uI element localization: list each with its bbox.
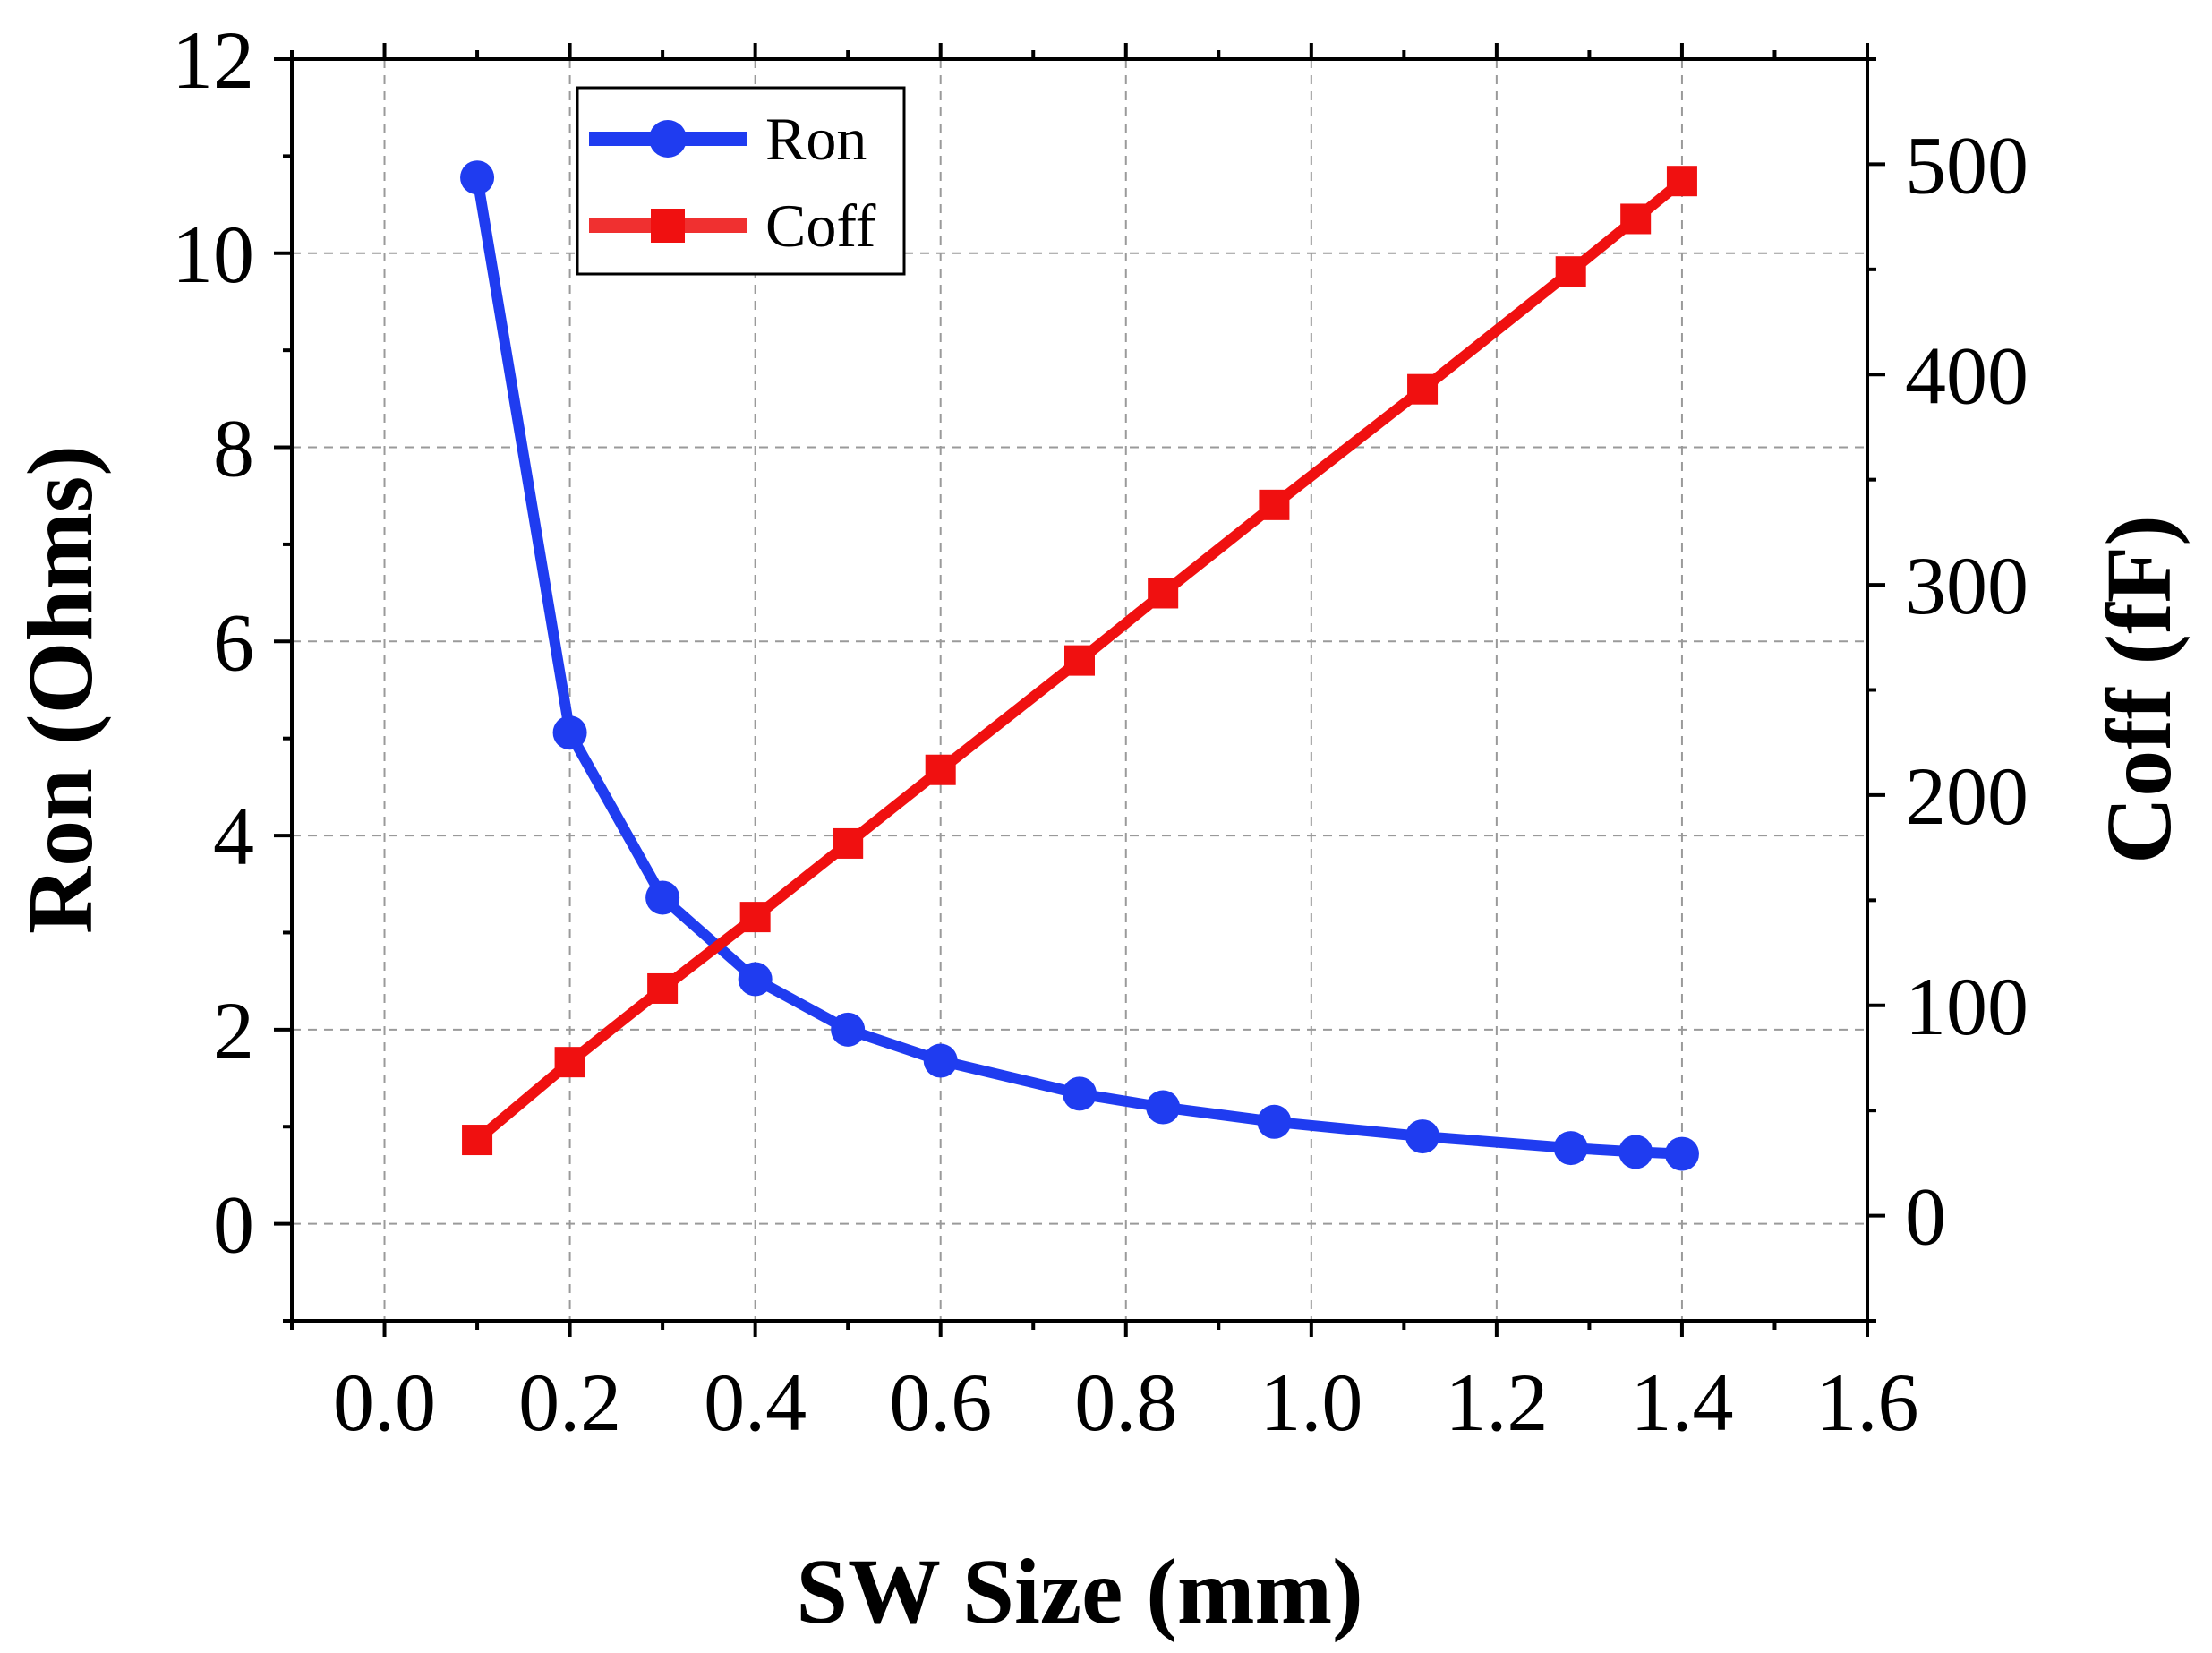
y2-tick-label: 200	[1905, 750, 2028, 842]
data-point-ron	[831, 1012, 866, 1047]
data-point-coff	[1148, 578, 1179, 609]
y-tick-label: 0	[213, 1179, 254, 1271]
legend-box	[576, 86, 906, 276]
data-point-ron	[1553, 1131, 1588, 1166]
data-point-coff	[554, 1047, 585, 1078]
x-tick-label: 1.2	[1445, 1357, 1548, 1448]
data-point-ron	[738, 962, 773, 997]
legend: Ron Coff	[576, 86, 906, 276]
x-tick-label: 0.4	[704, 1357, 807, 1448]
y2-tick-label: 100	[1905, 961, 2028, 1052]
data-point-ron	[1405, 1119, 1440, 1154]
x-tick-label: 1.6	[1816, 1357, 1919, 1448]
x-tick-label: 0.0	[333, 1357, 436, 1448]
y-tick-label: 10	[172, 209, 254, 300]
data-point-coff	[1064, 645, 1095, 676]
data-point-coff	[1407, 373, 1439, 405]
y2-tick-label: 400	[1905, 330, 2028, 421]
legend-marker-ron	[649, 120, 687, 158]
data-point-ron	[1063, 1076, 1097, 1111]
series	[460, 160, 1699, 1171]
y-tick-label: 4	[213, 791, 254, 882]
data-point-coff	[1555, 256, 1586, 287]
y-tick-label: 8	[213, 403, 254, 494]
data-point-coff	[739, 902, 771, 933]
x-tick-label: 0.6	[889, 1357, 992, 1448]
data-point-ron	[645, 880, 680, 915]
data-point-ron	[552, 715, 587, 750]
legend-label-ron: Ron	[765, 105, 867, 173]
x-tick-label: 1.4	[1630, 1357, 1733, 1448]
legend-label-coff: Coff	[765, 192, 876, 260]
data-point-ron	[1664, 1136, 1699, 1171]
data-point-ron	[460, 160, 495, 195]
y2-tick-label: 0	[1905, 1171, 1946, 1263]
y2-axis-title: Coff (fF)	[2088, 515, 2191, 864]
y-tick-label: 2	[213, 985, 254, 1076]
x-tick-label: 0.2	[518, 1357, 621, 1448]
x-tick-label: 0.8	[1074, 1357, 1177, 1448]
legend-marker-coff	[651, 209, 685, 243]
y-tick-label: 12	[172, 14, 254, 106]
data-point-ron	[923, 1043, 958, 1078]
y-tick-label: 6	[213, 596, 254, 688]
data-point-coff	[1666, 166, 1697, 197]
y-axis-title: Ron (Ohms)	[9, 445, 112, 934]
data-point-coff	[1620, 203, 1652, 235]
data-point-coff	[833, 827, 864, 859]
data-point-ron	[1146, 1090, 1181, 1125]
data-point-coff	[462, 1125, 493, 1156]
data-point-ron	[1257, 1104, 1292, 1139]
data-point-ron	[1618, 1135, 1653, 1169]
y2-tick-label: 500	[1905, 119, 2028, 210]
y2-tick-label: 300	[1905, 540, 2028, 631]
x-tick-label: 1.0	[1260, 1357, 1362, 1448]
data-point-coff	[1259, 489, 1290, 520]
x-axis-title: SW Size (mm)	[796, 1540, 1363, 1643]
data-point-coff	[925, 754, 956, 785]
axis-ticks	[274, 43, 1885, 1337]
data-point-coff	[647, 972, 679, 1004]
tick-labels: 0.0 0.2 0.4 0.6 0.8 1.0 1.2 1.4 1.6 0 2 4 6 8 10 12 0 100…	[172, 14, 2028, 1448]
